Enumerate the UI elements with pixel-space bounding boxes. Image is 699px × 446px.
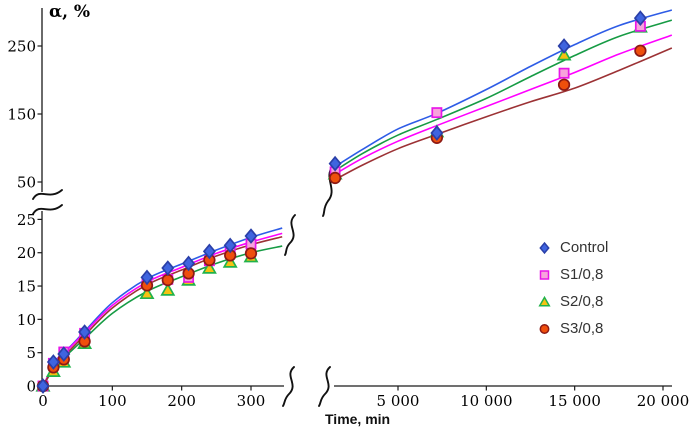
axis-break-squiggle — [284, 214, 296, 256]
data-point-control — [57, 346, 71, 362]
data-point-control — [36, 378, 50, 394]
data-point-control — [78, 324, 92, 340]
data-point-control — [328, 155, 342, 172]
series-line-s3-0-8-right — [334, 47, 673, 181]
data-point-s2-0-8 — [160, 282, 176, 296]
legend-item-s1-0-8: S1/0,8 — [537, 261, 608, 288]
data-point-s3-0-8 — [328, 171, 342, 185]
y-tick-label: 0 — [26, 378, 36, 396]
legend: Control S1/0,8 S2/0,8 S3/0,8 — [537, 234, 608, 342]
data-point-s3-0-8 — [557, 78, 571, 91]
y-tick-label: 15 — [17, 278, 36, 296]
data-point-control — [430, 125, 444, 141]
legend-label: S1/0,8 — [560, 266, 604, 283]
x-tick-label: 15 000 — [548, 392, 601, 410]
legend-marker-s1-0-8-icon — [539, 270, 550, 280]
data-point-s2-0-8 — [222, 254, 238, 268]
x-tick-label: 100 — [98, 392, 127, 410]
y-tick-label: 10 — [17, 311, 36, 329]
legend-marker-control-icon — [539, 241, 550, 255]
y-tick-label: 25 — [17, 211, 36, 229]
x-tick-label: 5 000 — [377, 392, 420, 410]
legend-label: S3/0,8 — [560, 320, 604, 337]
data-point-control — [202, 243, 216, 260]
data-point-control — [182, 255, 196, 272]
y-tick-label: 150 — [7, 106, 36, 124]
series-line-s2-0-8-right — [333, 19, 673, 172]
data-point-s1-0-8 — [431, 107, 443, 119]
x-tick-label: 200 — [167, 392, 196, 410]
data-point-control — [46, 354, 60, 370]
data-point-control — [244, 228, 258, 244]
x-tick-label: 20 000 — [637, 392, 690, 410]
y-tick-label: 20 — [17, 244, 36, 262]
x-tick-label: 300 — [237, 392, 266, 410]
axis-break-squiggle — [32, 189, 63, 200]
y-tick-label: 5 — [26, 344, 36, 362]
data-point-s2-0-8 — [556, 47, 572, 61]
data-point-control — [161, 260, 175, 276]
data-point-control — [223, 237, 237, 254]
y-tick-label: 250 — [7, 38, 36, 56]
series-line-control-right — [333, 9, 673, 168]
legend-item-s2-0-8: S2/0,8 — [537, 288, 608, 315]
data-point-control — [140, 269, 154, 286]
legend-label: S2/0,8 — [560, 293, 604, 310]
axis-break-squiggle — [32, 204, 63, 215]
series-points-control — [36, 10, 647, 394]
data-point-s2-0-8 — [201, 260, 217, 274]
data-point-s2-0-8 — [139, 285, 155, 300]
x-tick-label: 10 000 — [460, 392, 513, 410]
x-tick-label: 0 — [38, 392, 48, 410]
data-point-control — [633, 10, 647, 26]
series-line-s1-0-8-right — [333, 34, 673, 176]
legend-marker-s2-0-8-icon — [538, 295, 551, 307]
legend-item-s3-0-8: S3/0,8 — [537, 315, 608, 342]
y-tick-label: 50 — [17, 174, 36, 192]
x-axis-title: Time, min — [325, 411, 391, 427]
data-point-s3-0-8 — [244, 247, 258, 260]
data-point-control — [557, 38, 571, 54]
legend-marker-s3-0-8-icon — [539, 324, 550, 334]
legend-label: Control — [560, 239, 609, 256]
axis-break-squiggle — [282, 366, 295, 407]
data-point-s3-0-8 — [634, 44, 647, 57]
data-point-s3-0-8 — [161, 273, 174, 287]
data-point-s1-0-8 — [558, 67, 570, 79]
legend-item-control: Control — [537, 234, 608, 261]
y-axis-title: α, % — [49, 2, 91, 22]
axis-break-squiggle — [318, 366, 331, 407]
